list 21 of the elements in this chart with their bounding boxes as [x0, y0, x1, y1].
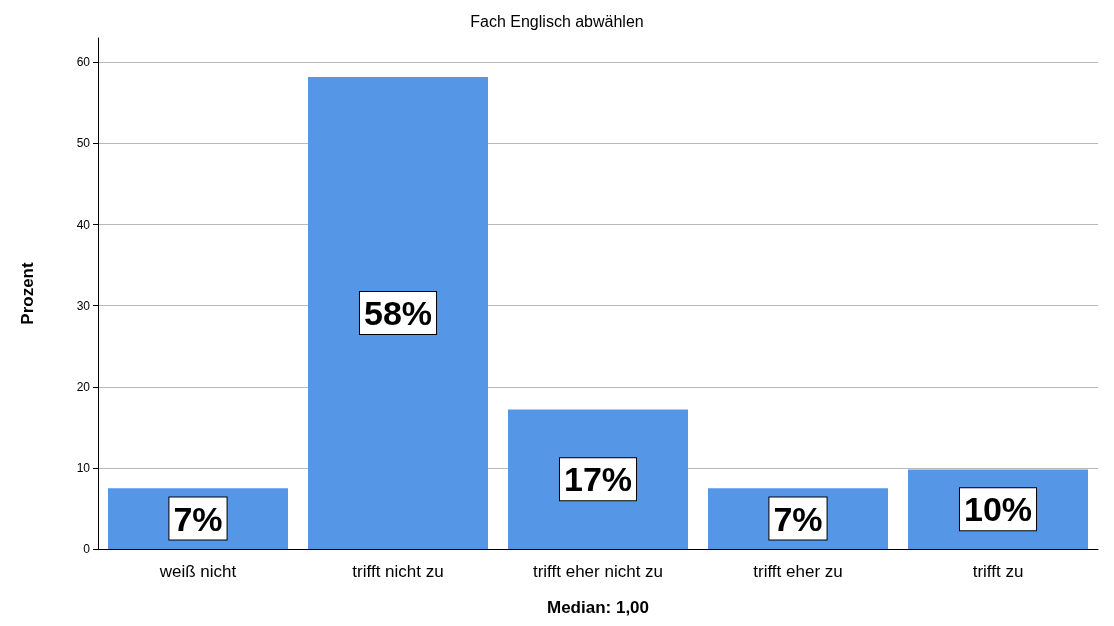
data-label: 7% [173, 499, 223, 538]
data-label: 10% [963, 490, 1033, 529]
y-tick-label: 30 [76, 298, 91, 313]
data-label: 7% [773, 499, 823, 538]
y-tick-label: 50 [76, 136, 91, 151]
y-tick-label: 40 [76, 217, 91, 232]
x-tick-label: trifft zu [972, 562, 1024, 581]
data-label: 17% [563, 460, 633, 499]
y-axis-title: Prozent [18, 261, 37, 325]
x-tick-label: trifft eher nicht zu [532, 562, 664, 581]
x-axis-title: Median: 1,00 [546, 598, 650, 617]
x-tick-label: weiß nicht [158, 562, 237, 581]
y-tick-label: 10 [76, 460, 91, 475]
bar [308, 76, 488, 549]
y-tick-label: 20 [76, 379, 91, 394]
chart-title: Fach Englisch abwählen [470, 12, 644, 30]
x-tick-label: trifft eher zu [753, 562, 843, 581]
data-label: 58% [363, 293, 433, 332]
y-tick-label: 0 [83, 542, 91, 556]
y-tick-label: 60 [76, 55, 91, 70]
x-tick-label: trifft nicht zu [352, 562, 444, 581]
